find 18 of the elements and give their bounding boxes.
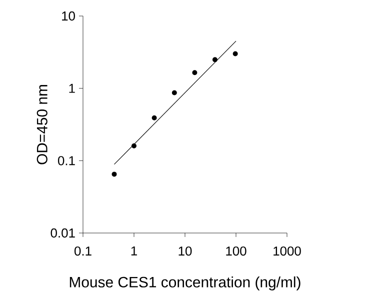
x-tick-label: 100 xyxy=(226,246,246,256)
y-tick-label: 0.1 xyxy=(58,156,75,166)
x-tick-label: 1000 xyxy=(274,246,301,256)
x-tick-label: 1 xyxy=(131,246,137,256)
x-axis-title: Mouse CES1 concentration (ng/ml) xyxy=(70,276,300,290)
point xyxy=(172,90,177,96)
y-tick-label: 1 xyxy=(69,84,75,93)
point xyxy=(152,115,157,120)
y-tick-label: 10 xyxy=(62,11,75,21)
x-tick-label: 0.1 xyxy=(74,246,92,256)
x-tick-label: 10 xyxy=(178,246,192,256)
point xyxy=(132,143,136,148)
point xyxy=(212,57,218,62)
point xyxy=(112,172,117,177)
point xyxy=(192,70,198,76)
point xyxy=(232,51,238,56)
y-tick-label: 0.01 xyxy=(50,228,75,238)
y-axis-title: OD=450 nm xyxy=(36,85,48,164)
